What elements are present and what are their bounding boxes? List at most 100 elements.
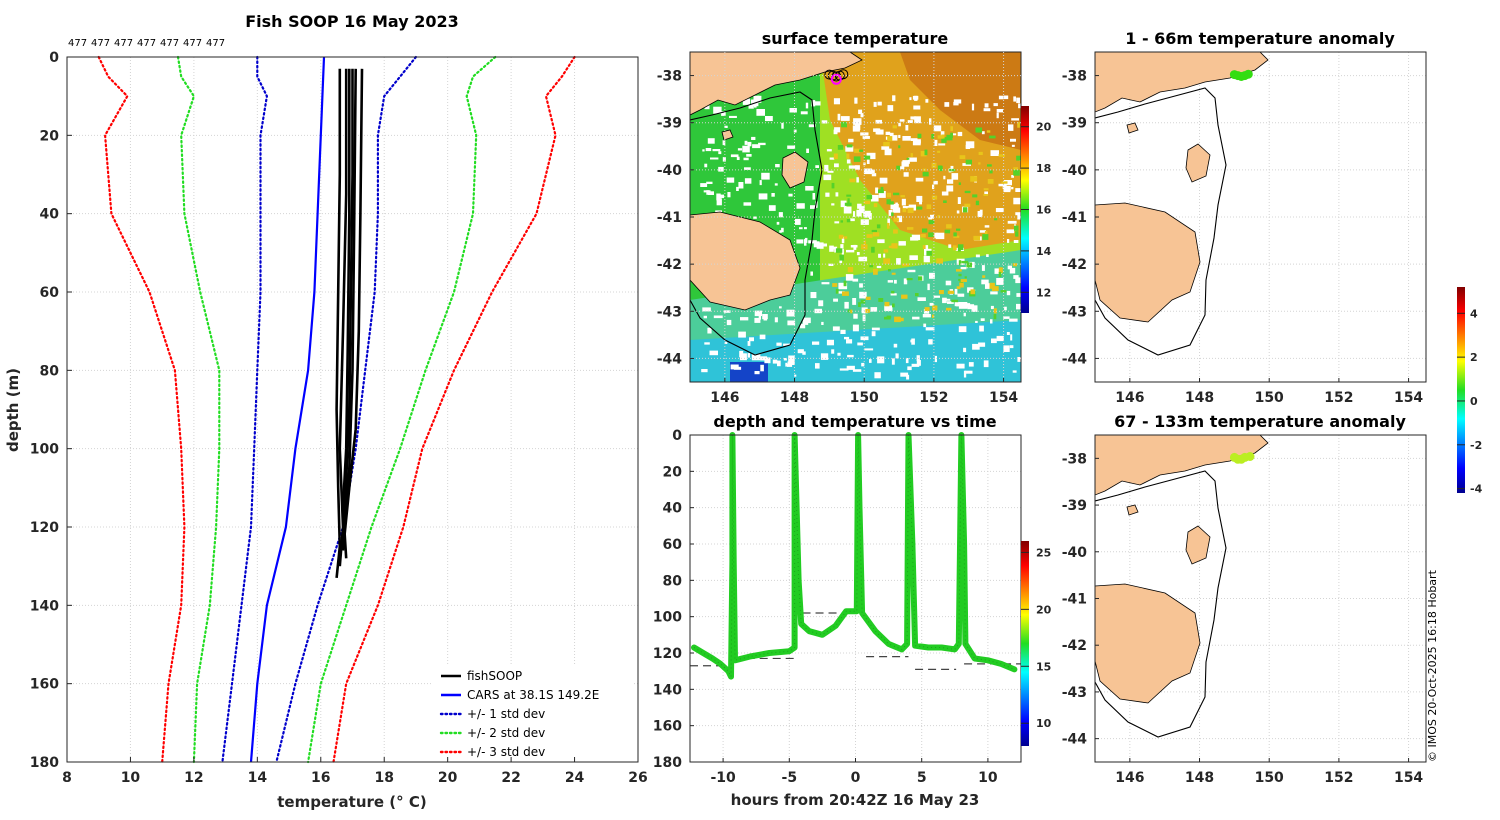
sst-cloud-pixel [871,173,877,177]
profile-xlabel: temperature (° C) [277,793,427,811]
sst-cloud-pixel [718,151,722,155]
sst-cloud-pixel [815,363,820,369]
sst-texture-pixel [873,268,878,275]
sst-cloud-pixel [914,116,921,124]
sst-texture-pixel [966,262,972,268]
sst-cloud-pixel [975,320,978,323]
sst-cloud-pixel [859,291,867,299]
sst-cloud-pixel [938,143,946,146]
sst-cloud-pixel [744,167,751,170]
sst-cloud-pixel [983,360,989,368]
sst-cloud-pixel [834,163,839,168]
sst-cloud-pixel [713,315,723,319]
sst-texture-pixel [907,207,914,213]
sst-cloud-pixel [747,141,752,147]
sst-cloud-pixel [898,241,906,246]
sst-cloud-pixel [803,317,811,324]
sst-cloud-pixel [902,136,911,141]
sst-cloud-pixel [859,206,865,214]
sst-texture-pixel [840,220,843,223]
sst-texture-pixel [888,269,891,272]
sst-texture-pixel [858,302,861,307]
sst-cloud-pixel [742,98,750,105]
sst-cloud-pixel [833,98,840,105]
sst-texture-pixel [872,232,880,237]
legend-label: CARS at 38.1S 149.2E [467,688,599,702]
sst-cloud-pixel [713,106,722,114]
sst-cloud-pixel [912,95,919,100]
sst-cloud-pixel [820,243,827,247]
sst-cloud-pixel [1016,293,1021,297]
map-ytick-label: -38 [1062,451,1087,467]
series--1-std-dev-upper [275,55,417,764]
sst-cloud-pixel [850,218,855,222]
series--3-std-dev-upper [332,55,576,764]
sst-cloud-pixel [993,103,998,107]
sst-texture-pixel [888,245,894,248]
sst-texture-pixel [961,260,969,264]
sst-texture-pixel [863,200,871,205]
sst-cloud-pixel [805,186,814,191]
sst-texture-pixel [888,201,894,205]
sst-cloud-pixel [852,278,859,282]
sst-cloud-pixel [954,288,958,295]
sst-texture-pixel [887,136,893,142]
sst-texture-pixel [970,176,978,182]
sst-cloud-pixel [903,172,909,177]
sst-cloud-pixel [814,308,822,314]
sst-cloud-pixel [846,339,853,344]
sst-texture-pixel [984,231,988,236]
sst-cloud-pixel [898,122,901,127]
sst-cloud-pixel [896,258,901,265]
a2-tasmania [1095,583,1201,704]
map-ytick-label: -42 [1062,257,1087,273]
sst-cloud-pixel [916,360,921,366]
sst-cloud-pixel [844,301,849,309]
sst-cloud-pixel [840,329,846,334]
map-ytick-label: -41 [1062,210,1087,226]
sst-cloud-pixel [968,362,974,367]
sst-cloud-pixel [772,359,778,364]
sst-cloud-pixel [702,149,705,152]
legend-label: fishSOOP [467,669,522,683]
sst-cloud-pixel [892,207,901,213]
sst-texture-pixel [896,165,901,171]
sst-cloud-pixel [787,145,796,149]
sst-cloud-pixel [957,293,965,297]
sst-cloud-pixel [890,203,899,210]
sst-texture-pixel [926,204,932,209]
map-ytick-label: -40 [1062,545,1088,561]
sst-cloud-pixel [748,104,754,109]
sst-cloud-pixel [765,116,773,122]
sst-cloud-pixel [796,203,805,209]
sst-texture-pixel [906,157,910,160]
sst-texture-pixel [983,194,988,196]
sst-texture-pixel [963,207,968,213]
sst-cloud-pixel [893,343,898,348]
sst-cloud-pixel [758,193,768,200]
sst-cloud-pixel [913,105,921,110]
figure-title: Fish SOOP 16 May 2023 [245,12,459,31]
copyright-note: © IMOS 20-Oct-2025 16:18 Hobart [1426,569,1439,762]
sst-cloud-pixel [910,339,914,343]
sst-texture-pixel [841,121,847,128]
sst-cloud-pixel [899,166,905,170]
sst-texture-pixel [964,190,971,194]
sst-cloud-pixel [764,357,771,364]
sst-texture-pixel [843,236,848,239]
sst-cloud-pixel [853,313,858,319]
sst-cloud-pixel [907,269,916,273]
sst-cloud-pixel [1003,316,1010,319]
profile-ytick-label: 100 [30,442,59,458]
sst-cloud-pixel [923,256,930,263]
sst-cloud-pixel [1010,138,1016,142]
sst-cloud-pixel [796,239,804,244]
sst-cloud-pixel [981,265,985,271]
sst-cloud-pixel [854,97,858,104]
sst-cloud-pixel [810,292,817,299]
sst-texture-pixel [883,258,891,264]
sst-cloud-pixel [909,255,918,260]
sst-cloud-pixel [1017,357,1021,362]
sst-cloud-pixel [743,157,749,161]
sst-cloud-pixel [980,318,985,321]
